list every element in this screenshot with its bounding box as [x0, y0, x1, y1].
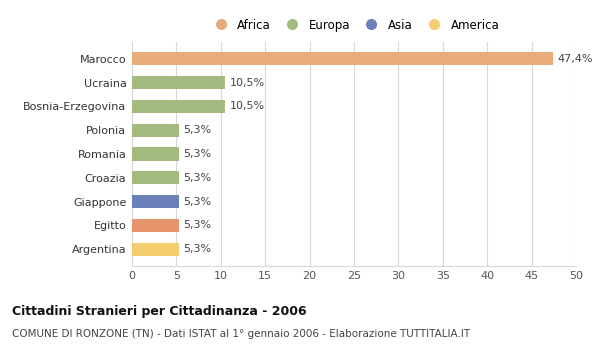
Text: 47,4%: 47,4% — [557, 54, 593, 64]
Text: 5,3%: 5,3% — [184, 125, 212, 135]
Bar — [132, 147, 179, 161]
Bar — [132, 100, 225, 113]
Text: 5,3%: 5,3% — [184, 220, 212, 230]
Bar — [132, 195, 179, 208]
Text: 5,3%: 5,3% — [184, 149, 212, 159]
Text: COMUNE DI RONZONE (TN) - Dati ISTAT al 1° gennaio 2006 - Elaborazione TUTTITALIA: COMUNE DI RONZONE (TN) - Dati ISTAT al 1… — [12, 329, 470, 339]
Bar — [132, 52, 553, 65]
Legend: Africa, Europa, Asia, America: Africa, Europa, Asia, America — [209, 19, 499, 32]
Text: 5,3%: 5,3% — [184, 173, 212, 183]
Bar — [132, 124, 179, 137]
Text: 5,3%: 5,3% — [184, 197, 212, 206]
Bar — [132, 243, 179, 256]
Text: 10,5%: 10,5% — [230, 78, 265, 88]
Bar — [132, 171, 179, 184]
Text: 5,3%: 5,3% — [184, 244, 212, 254]
Text: Cittadini Stranieri per Cittadinanza - 2006: Cittadini Stranieri per Cittadinanza - 2… — [12, 304, 307, 317]
Text: 10,5%: 10,5% — [230, 102, 265, 111]
Bar — [132, 219, 179, 232]
Bar — [132, 76, 225, 89]
